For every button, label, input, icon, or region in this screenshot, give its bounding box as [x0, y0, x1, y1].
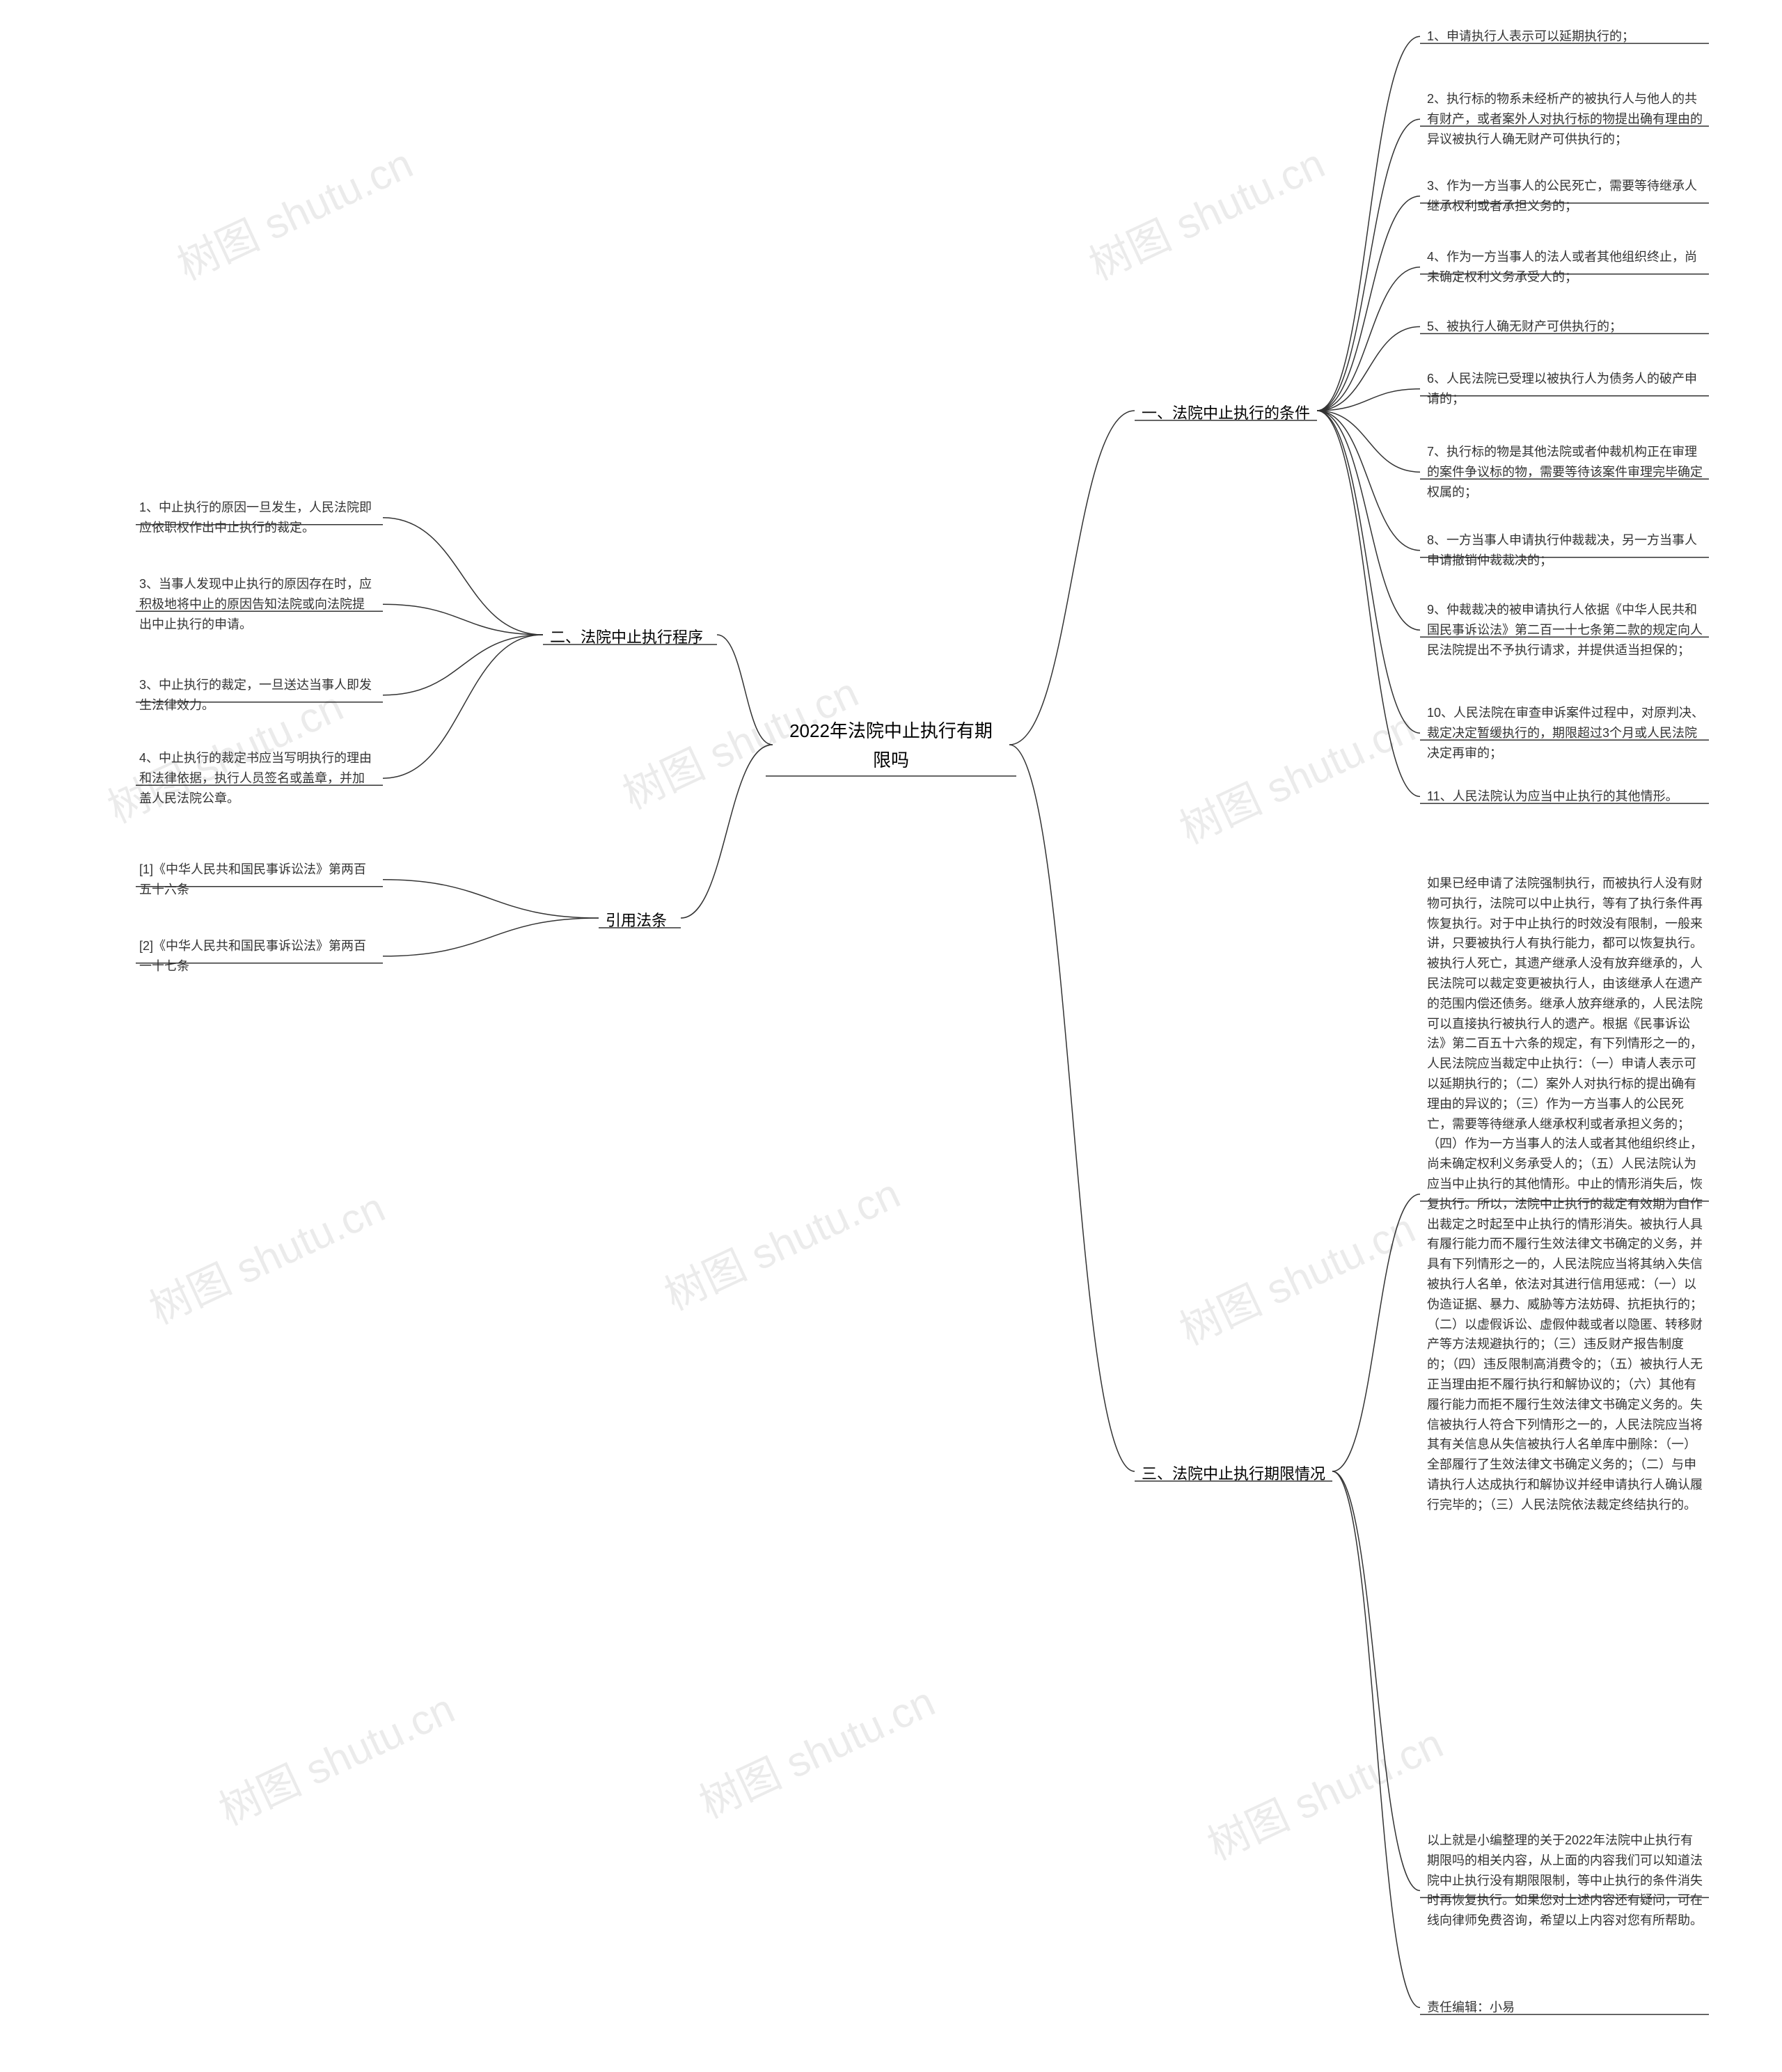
leaf-node: 以上就是小编整理的关于2022年法院中止执行有期限吗的相关内容，从上面的内容我们…: [1427, 1830, 1705, 1931]
leaf-node: 1、申请执行人表示可以延期执行的；: [1427, 26, 1705, 47]
leaf-node: 9、仲裁裁决的被申请执行人依据《中华人民共和国民事诉讼法》第二百一十七条第二款的…: [1427, 600, 1705, 660]
watermark: 树图 shutu.cn: [1169, 694, 1424, 855]
watermark: 树图 shutu.cn: [654, 1160, 908, 1322]
branch-label: 二、法院中止执行程序: [550, 625, 703, 647]
branch-label: 三、法院中止执行期限情况: [1142, 1462, 1325, 1484]
leaf-node: 3、作为一方当事人的公民死亡，需要等待继承人继承权利或者承担义务的；: [1427, 176, 1705, 216]
leaf-node: [1]《中华人民共和国民事诉讼法》第两百五十六条: [139, 860, 376, 900]
leaf-node: 责任编辑：小易: [1427, 1998, 1705, 2018]
leaf-node: [2]《中华人民共和国民事诉讼法》第两百一十七条: [139, 936, 376, 976]
leaf-node: 8、一方当事人申请执行仲裁裁决，另一方当事人申请撤销仲裁裁决的；: [1427, 530, 1705, 571]
watermark: 树图 shutu.cn: [139, 1174, 393, 1336]
leaf-node: 3、当事人发现中止执行的原因存在时，应积极地将中止的原因告知法院或向法院提出中止…: [139, 574, 376, 634]
root-line1: 2022年法院中止执行有期: [789, 720, 993, 741]
watermark: 树图 shutu.cn: [208, 1675, 463, 1837]
watermark: 树图 shutu.cn: [1078, 130, 1333, 292]
root-node: 2022年法院中止执行有期限吗: [780, 717, 1002, 775]
leaf-node: 11、人民法院认为应当中止执行的其他情形。: [1427, 786, 1705, 807]
branch-label: 引用法条: [606, 908, 667, 931]
watermark: 树图 shutu.cn: [1197, 1710, 1451, 1872]
leaf-node: 5、被执行人确无财产可供执行的；: [1427, 317, 1705, 337]
watermark: 树图 shutu.cn: [166, 130, 421, 292]
leaf-node: 10、人民法院在审查申诉案件过程中，对原判决、裁定决定暂缓执行的，期限超过3个月…: [1427, 703, 1705, 763]
leaf-node: 4、作为一方当事人的法人或者其他组织终止，尚未确定权利义务承受人的；: [1427, 247, 1705, 287]
root-line2: 限吗: [873, 750, 909, 770]
watermark: 树图 shutu.cn: [688, 1668, 943, 1830]
leaf-node: 7、执行标的物是其他法院或者仲裁机构正在审理的案件争议标的物，需要等待该案件审理…: [1427, 442, 1705, 502]
branch-label: 一、法院中止执行的条件: [1142, 401, 1310, 423]
leaf-node: 1、中止执行的原因一旦发生，人民法院即应依职权作出中止执行的裁定。: [139, 498, 376, 538]
leaf-node: 如果已经申请了法院强制执行，而被执行人没有财物可执行，法院可以中止执行，等有了执…: [1427, 873, 1705, 1515]
leaf-node: 6、人民法院已受理以被执行人为债务人的破产申请的；: [1427, 369, 1705, 409]
leaf-node: 3、中止执行的裁定，一旦送达当事人即发生法律效力。: [139, 675, 376, 715]
leaf-node: 4、中止执行的裁定书应当写明执行的理由和法律依据，执行人员签名或盖章，并加盖人民…: [139, 748, 376, 808]
watermark: 树图 shutu.cn: [1169, 1195, 1424, 1357]
leaf-node: 2、执行标的物系未经析产的被执行人与他人的共有财产，或者案外人对执行标的物提出确…: [1427, 89, 1705, 149]
